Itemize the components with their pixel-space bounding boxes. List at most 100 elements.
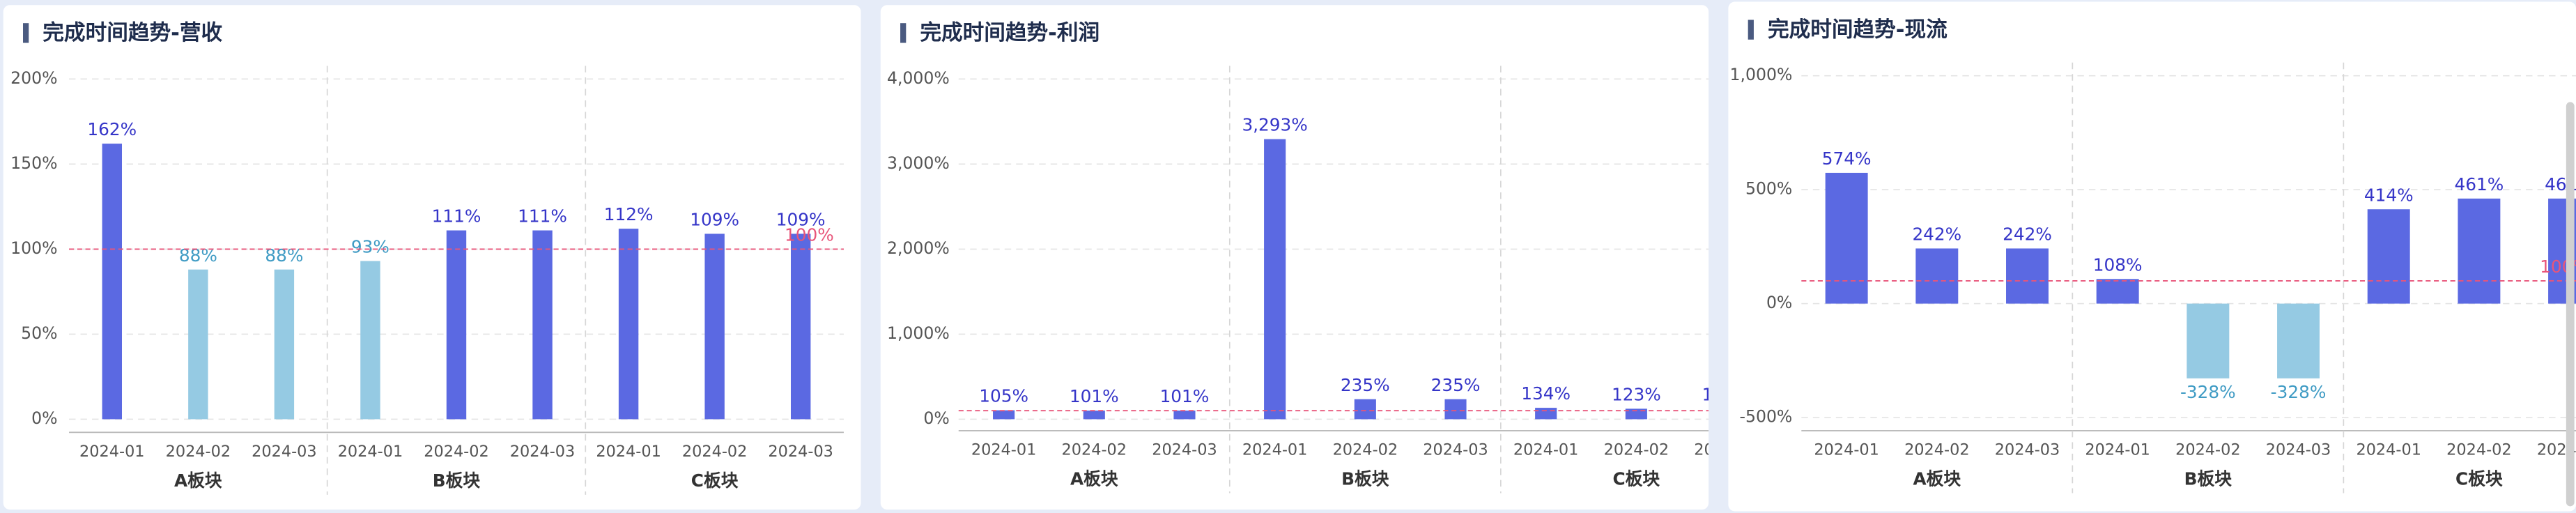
value-label: 134%	[1521, 383, 1571, 404]
y-tick-label: 1,000%	[887, 323, 950, 343]
card	[1728, 1, 2576, 512]
value-label: 101%	[1070, 386, 1119, 406]
bar	[532, 230, 553, 420]
x-tick-label: 2024-01	[338, 443, 403, 461]
y-tick-label: 0%	[31, 408, 57, 428]
group-label: B板块	[433, 470, 481, 491]
y-tick-label: 500%	[1745, 179, 1792, 199]
value-label: 111%	[432, 206, 481, 227]
bar	[360, 261, 380, 420]
x-tick-label: 2024-03	[1152, 441, 1217, 459]
y-tick-label: 50%	[21, 323, 57, 343]
bar	[704, 233, 725, 420]
card	[880, 5, 1709, 510]
value-label: -328%	[2271, 382, 2327, 402]
y-tick-label: 0%	[1766, 293, 1792, 312]
bar	[1173, 411, 1196, 420]
title-marker	[900, 23, 907, 43]
reference-label: 100%	[785, 225, 834, 245]
title-marker	[1748, 20, 1754, 40]
value-label: 574%	[1822, 148, 1872, 169]
x-tick-label: 2024-02	[2446, 441, 2512, 459]
chart-title: 完成时间趋势-现流	[1768, 17, 1948, 42]
value-label: 162%	[87, 119, 137, 139]
bar	[188, 269, 208, 420]
x-tick-label: 2024-01	[971, 441, 1037, 459]
bar	[2186, 303, 2230, 378]
value-label: 111%	[518, 206, 567, 227]
y-tick-label: 3,000%	[887, 153, 950, 173]
y-tick-label: 200%	[10, 68, 57, 88]
value-label: 461%	[2455, 174, 2504, 194]
group-label: C板块	[2455, 469, 2503, 489]
chart-panel: 完成时间趋势-营收 0% 50% 100% 150% 200% A板块 B板块 C板块 2024-…	[10, 20, 844, 495]
group-label: C板块	[691, 470, 739, 491]
scrollbar	[2566, 102, 2575, 507]
value-label: 112%	[604, 204, 654, 224]
value-label: 88%	[265, 245, 303, 266]
y-tick-label: 1,000%	[1729, 65, 1792, 84]
bar	[446, 230, 467, 420]
value-label: 242%	[1912, 224, 1961, 245]
bar	[2458, 198, 2501, 304]
bar	[1444, 399, 1467, 420]
bar	[1625, 408, 1647, 420]
bar	[790, 233, 811, 420]
value-label: 123%	[1702, 385, 1752, 405]
x-tick-label: 2024-02	[2175, 441, 2240, 459]
chart-panel: 完成时间趋势-现流 -500% 0% 500% 1,000% A板块 B板块 C板块 2024-…	[1729, 17, 2576, 493]
value-label: 242%	[2003, 224, 2052, 245]
chart-title: 完成时间趋势-营收	[43, 20, 222, 45]
x-tick-label: 2024-03	[1694, 441, 1759, 459]
value-label: 105%	[979, 386, 1028, 406]
bar	[993, 410, 1015, 420]
x-tick-label: 2024-02	[1904, 441, 1970, 459]
y-tick-label: 100%	[10, 238, 57, 258]
value-label: 123%	[1612, 385, 1661, 405]
x-tick-label: 2024-03	[1423, 441, 1488, 459]
x-tick-label: 2024-01	[79, 443, 145, 461]
group-label: B板块	[2184, 469, 2232, 489]
value-label: -328%	[2180, 382, 2236, 402]
bar	[2367, 209, 2410, 304]
bar	[2006, 248, 2049, 304]
y-tick-label: 2,000%	[887, 238, 950, 258]
x-tick-label: 2024-01	[1242, 441, 1308, 459]
x-tick-label: 2024-01	[596, 443, 661, 461]
y-tick-label: -500%	[1739, 407, 1792, 427]
x-tick-label: 2024-03	[2266, 441, 2331, 459]
x-tick-label: 2024-01	[2085, 441, 2150, 459]
value-label: 93%	[351, 237, 390, 257]
value-label: 88%	[179, 245, 217, 266]
bar	[1915, 248, 1959, 304]
x-tick-label: 2024-02	[1604, 441, 1669, 459]
value-label: 101%	[1160, 386, 1210, 406]
y-tick-label: 150%	[10, 153, 57, 173]
bar	[2277, 303, 2320, 378]
x-tick-label: 2024-01	[1814, 441, 1879, 459]
value-label: 3,293%	[1242, 115, 1307, 135]
group-label: A板块	[1913, 469, 1961, 489]
x-tick-label: 2024-01	[1513, 441, 1579, 459]
bar	[1535, 408, 1557, 420]
x-tick-label: 2024-03	[1995, 441, 2060, 459]
x-tick-label: 2024-02	[682, 443, 748, 461]
chart-title: 完成时间趋势-利润	[920, 20, 1100, 45]
value-label: 108%	[2093, 254, 2143, 275]
group-label: A板块	[174, 470, 222, 491]
bar	[618, 229, 639, 420]
bar	[1354, 399, 1376, 420]
value-label: 414%	[2364, 185, 2414, 205]
chart-panel: 完成时间趋势-利润 0% 1,000% 2,000% 3,000% 4,000% A板块 B板…	[887, 20, 1759, 493]
x-tick-label: 2024-02	[1062, 441, 1127, 459]
card	[3, 5, 861, 510]
value-label: 109%	[690, 210, 739, 230]
value-label: 235%	[1341, 375, 1390, 395]
bar	[1825, 172, 1868, 304]
title-marker	[23, 23, 29, 43]
y-tick-label: 4,000%	[887, 68, 950, 88]
y-tick-label: 0%	[923, 408, 949, 428]
x-tick-label: 2024-02	[166, 443, 231, 461]
